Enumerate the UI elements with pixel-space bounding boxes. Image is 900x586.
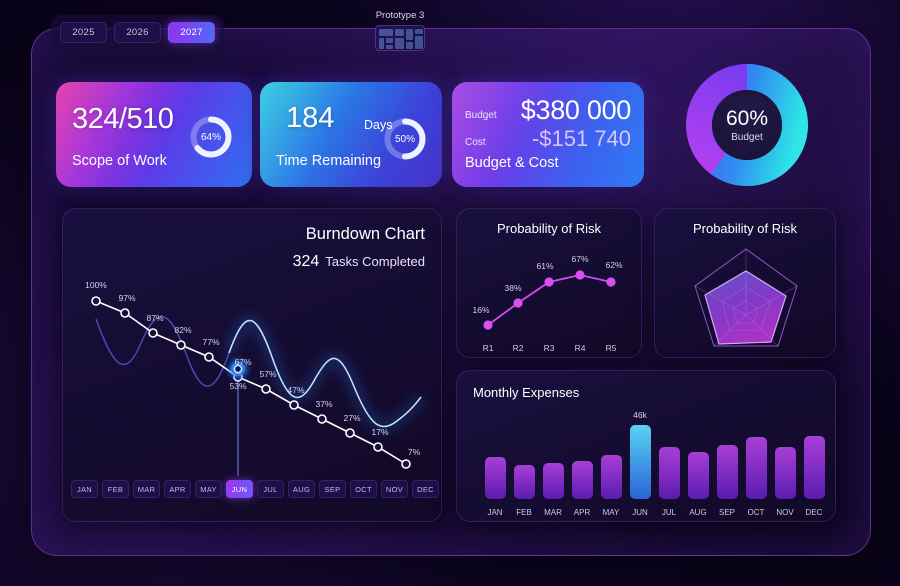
risk-line-plot: 16% 38% 61% 67% 62% R1 R2 R3 R4 R5	[472, 254, 622, 353]
time-unit: Days	[364, 118, 393, 132]
budget-donut-chart: 60% Budget	[684, 62, 810, 188]
kpi-card-budget-cost[interactable]: Budget $380 000 Cost -$151 740 Budget & …	[452, 82, 644, 187]
burndown-label-sep: 37%	[315, 399, 332, 409]
burndown-current-label: 53%	[229, 381, 246, 391]
prototype-preview[interactable]: Prototype 3	[352, 10, 448, 51]
expenses-peak-label: 46k	[633, 410, 647, 420]
risk-value-r2: 38%	[504, 283, 521, 293]
radar-plot	[694, 248, 798, 347]
year-tab-group[interactable]: 2025 2026 2027	[51, 15, 224, 50]
expenses-axis-mar: MAR	[544, 508, 562, 517]
expenses-axis-sep: SEP	[719, 508, 735, 517]
monthly-expenses-panel: Monthly Expenses 46k JAN FEB MAR APR	[456, 370, 836, 522]
year-tab-2026[interactable]: 2026	[114, 22, 161, 43]
burndown-title: Burndown Chart	[305, 225, 425, 243]
expenses-axis-may: MAY	[603, 508, 620, 517]
risk-value-r4: 67%	[571, 254, 588, 264]
risk-value-r3: 61%	[536, 261, 553, 271]
scope-title: Scope of Work	[72, 153, 167, 169]
tasks-completed-count: 324	[292, 253, 320, 270]
scope-progress-ring: 64%	[188, 114, 234, 160]
burndown-label-oct: 27%	[343, 413, 360, 423]
cost-value: -$151 740	[531, 126, 631, 151]
burndown-panel: Burndown Chart 324 Tasks Completed	[62, 208, 442, 522]
risk-axis-r5: R5	[606, 343, 617, 353]
risk-axis-r1: R1	[483, 343, 494, 353]
burndown-label-nov: 17%	[371, 427, 388, 437]
burndown-plot: 100% 97% 87% 82% 77% 67% 57% 47% 37% 27%…	[85, 280, 423, 476]
expenses-axis-jul: JUL	[662, 508, 677, 517]
dashboard-thumbnail-icon[interactable]	[375, 25, 425, 51]
risk-axis-r3: R3	[544, 343, 555, 353]
burndown-label-mar: 87%	[146, 313, 163, 323]
expenses-axis-aug: AUG	[689, 508, 706, 517]
burndown-label-dec: 7%	[408, 447, 421, 457]
donut-percent: 60%	[725, 107, 769, 130]
time-ring-label: 50%	[394, 133, 415, 145]
expenses-axis-feb: FEB	[516, 508, 532, 517]
month-tab-apr[interactable]: APR	[164, 480, 191, 498]
risk-value-r1: 16%	[472, 305, 489, 315]
month-tab-mar[interactable]: MAR	[133, 480, 160, 498]
scope-value: 324/510	[72, 103, 174, 135]
probability-of-risk-line-panel: Probability of Risk 16% 38% 61% 67% 62% …	[456, 208, 642, 358]
month-tab-group[interactable]: JAN FEB MAR APR MAY JUN JUL AUG SEP OCT …	[71, 480, 439, 498]
month-tab-jan[interactable]: JAN	[71, 480, 98, 498]
month-tab-feb[interactable]: FEB	[102, 480, 129, 498]
burndown-label-jun: 67%	[234, 357, 251, 367]
donut-center: 60% Budget	[712, 90, 782, 160]
expenses-axis-jun: JUN	[632, 508, 648, 517]
month-tab-oct[interactable]: OCT	[350, 480, 377, 498]
expenses-axis-nov: NOV	[776, 508, 794, 517]
donut-caption: Budget	[731, 132, 763, 143]
time-progress-ring: 50%	[382, 116, 428, 162]
tasks-completed-label: Tasks Completed	[325, 254, 425, 269]
burndown-label-jul: 57%	[259, 369, 276, 379]
expenses-title: Monthly Expenses	[473, 385, 580, 400]
month-tab-sep[interactable]: SEP	[319, 480, 346, 498]
radar-title: Probability of Risk	[692, 221, 798, 236]
month-tab-nov[interactable]: NOV	[381, 480, 408, 498]
scope-ring-label: 64%	[200, 131, 221, 143]
budget-label: Budget	[465, 110, 497, 121]
month-tab-aug[interactable]: AUG	[288, 480, 315, 498]
month-tab-may[interactable]: MAY	[195, 480, 222, 498]
kpi-card-time-remaining[interactable]: 184 Days Time Remaining 50%	[260, 82, 442, 187]
cost-label: Cost	[465, 137, 486, 148]
probability-of-risk-radar-panel: Probability of Risk	[654, 208, 836, 358]
risk-line-title: Probability of Risk	[496, 221, 602, 236]
time-title: Time Remaining	[276, 153, 382, 169]
year-tab-2027[interactable]: 2027	[168, 22, 215, 43]
kpi-card-scope-of-work[interactable]: 324/510 Scope of Work 64%	[56, 82, 252, 187]
expenses-axis-oct: OCT	[748, 508, 765, 517]
prototype-label: Prototype 3	[375, 10, 425, 21]
time-value: 184	[286, 102, 335, 134]
burndown-label-may: 77%	[202, 337, 219, 347]
expenses-plot: 46k JAN FEB MAR APR MAY JUN JUL AUG SEP …	[485, 410, 825, 517]
burndown-label-jan: 100%	[85, 280, 107, 290]
risk-value-r5: 62%	[605, 260, 622, 270]
risk-axis-r2: R2	[513, 343, 524, 353]
month-tab-jun[interactable]: JUN	[226, 480, 253, 498]
year-tab-2025[interactable]: 2025	[60, 22, 107, 43]
month-tab-jul[interactable]: JUL	[257, 480, 284, 498]
budget-card-title: Budget & Cost	[465, 155, 559, 171]
expenses-axis-jan: JAN	[487, 508, 502, 517]
tasks-completed: 324 Tasks Completed	[293, 253, 425, 271]
expenses-axis-apr: APR	[574, 508, 591, 517]
month-tab-dec[interactable]: DEC	[412, 480, 439, 498]
risk-axis-r4: R4	[575, 343, 586, 353]
burndown-label-feb: 97%	[118, 293, 135, 303]
budget-value: $380 000	[520, 95, 632, 125]
burndown-label-aug: 47%	[287, 385, 304, 395]
expenses-axis-dec: DEC	[806, 508, 823, 517]
burndown-label-apr: 82%	[174, 325, 191, 335]
